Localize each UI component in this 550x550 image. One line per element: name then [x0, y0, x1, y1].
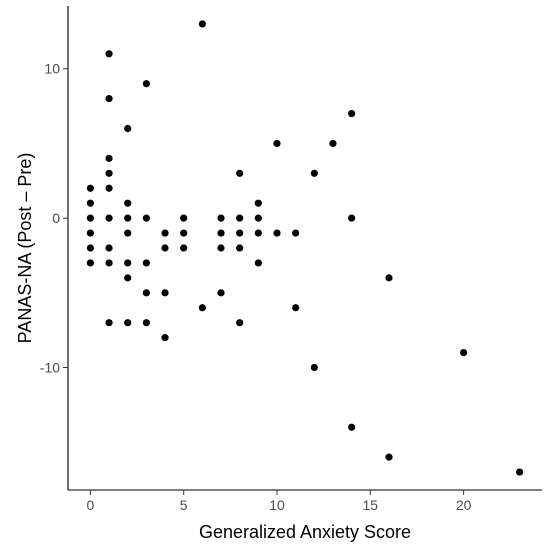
data-point: [180, 214, 188, 222]
x-tick-label: 5: [180, 497, 188, 513]
data-point: [86, 184, 94, 192]
data-point: [348, 423, 356, 431]
data-point: [105, 259, 113, 267]
data-point: [236, 214, 244, 222]
data-point: [329, 139, 337, 148]
data-point: [124, 229, 132, 237]
data-point: [124, 124, 132, 133]
data-point: [105, 95, 113, 103]
data-point: [217, 229, 225, 237]
data-point: [292, 229, 300, 237]
data-point: [236, 229, 244, 237]
data-point: [310, 169, 318, 177]
data-point: [236, 244, 244, 252]
y-tick-label: 10: [44, 61, 60, 77]
data-point: [254, 199, 262, 207]
data-point: [105, 154, 113, 162]
data-point: [142, 80, 150, 88]
data-point: [86, 214, 94, 222]
data-point: [385, 274, 393, 282]
data-point: [310, 363, 318, 372]
data-point: [198, 20, 206, 28]
data-point: [161, 229, 169, 237]
data-point: [161, 244, 169, 252]
data-point: [105, 244, 113, 252]
data-point: [217, 244, 225, 252]
data-point: [236, 319, 244, 327]
data-point: [105, 169, 113, 177]
data-point: [161, 334, 169, 342]
y-tick-label: 0: [52, 210, 60, 226]
data-point: [516, 468, 524, 476]
data-point: [292, 304, 300, 312]
x-tick-label: 15: [363, 497, 379, 513]
y-axis-title: PANAS-NA (Post – Pre): [15, 153, 35, 344]
data-point: [124, 319, 132, 327]
x-tick-label: 10: [269, 497, 285, 513]
data-point: [385, 453, 393, 461]
data-point: [86, 229, 94, 237]
y-axis-ticks: -10 0 10: [40, 61, 68, 376]
data-point: [86, 244, 94, 252]
data-point: [86, 199, 94, 207]
x-axis-title: Generalized Anxiety Score: [199, 522, 411, 542]
data-point: [124, 199, 132, 207]
data-point: [348, 109, 356, 118]
data-point: [105, 50, 113, 58]
data-point: [142, 214, 150, 222]
data-point: [105, 214, 113, 222]
points-layer: [86, 20, 524, 476]
data-point: [254, 229, 262, 237]
data-point: [124, 274, 132, 282]
data-point: [180, 244, 188, 252]
data-point: [124, 259, 132, 267]
x-tick-label: 0: [86, 497, 94, 513]
data-point: [142, 319, 150, 327]
data-point: [142, 289, 150, 297]
data-point: [348, 214, 356, 222]
data-point: [198, 304, 206, 312]
data-point: [180, 229, 188, 237]
data-point: [460, 348, 468, 357]
data-point: [254, 259, 262, 267]
data-point: [124, 214, 132, 222]
data-point: [236, 169, 244, 177]
data-point: [142, 259, 150, 267]
data-point: [86, 259, 94, 267]
y-tick-label: -10: [40, 360, 60, 376]
x-axis-ticks: 0 5 10 15 20: [86, 490, 472, 513]
data-point: [105, 184, 113, 192]
data-point: [161, 289, 169, 297]
data-point: [217, 214, 225, 222]
data-point: [273, 229, 281, 237]
data-point: [273, 139, 281, 148]
data-point: [217, 289, 225, 297]
data-point: [254, 214, 262, 222]
x-tick-label: 20: [456, 497, 472, 513]
data-point: [105, 319, 113, 327]
